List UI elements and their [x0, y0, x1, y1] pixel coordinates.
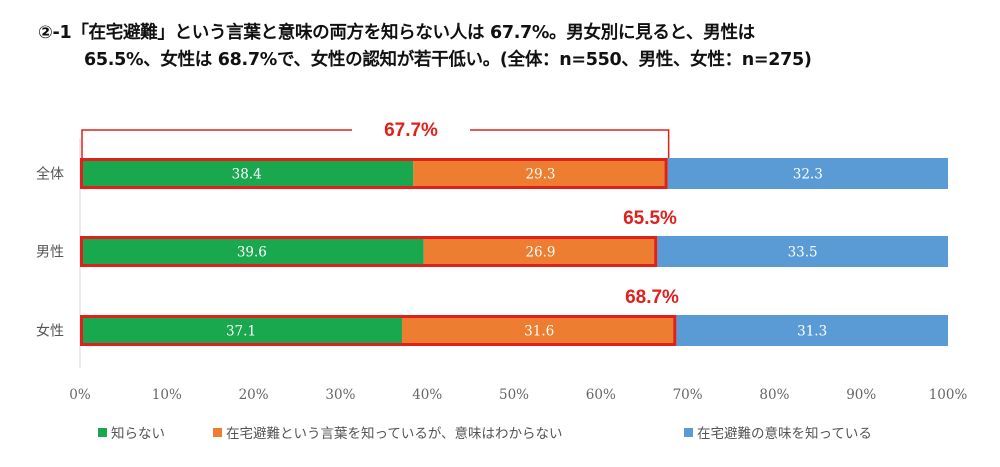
legend-swatch — [684, 428, 693, 437]
x-tick-label: 10% — [152, 387, 182, 403]
x-tick-label: 80% — [759, 387, 789, 403]
x-tick-label: 70% — [673, 387, 703, 403]
x-tick-label: 50% — [499, 387, 529, 403]
bar-segment — [676, 315, 948, 346]
bar-value-label: 31.6 — [524, 324, 554, 340]
bar-value-label: 26.9 — [525, 245, 555, 261]
legend-swatch — [213, 428, 222, 437]
x-tick-label: 90% — [846, 387, 876, 403]
highlight-box — [80, 158, 668, 189]
title-line-2: 65.5%、女性は 68.7%で、女性の認知が若干低い。(全体：n=550、男性… — [84, 50, 812, 70]
x-tick-label: 20% — [239, 387, 269, 403]
bar-segment — [657, 236, 948, 267]
bar-segment — [80, 158, 414, 189]
bar-value-label: 31.3 — [797, 324, 827, 340]
bar-value-label: 39.6 — [237, 245, 267, 261]
bar-value-label: 37.1 — [226, 324, 256, 340]
highlight-annotation: 65.5% — [623, 208, 677, 229]
category-label: 女性 — [36, 323, 64, 340]
bar-value-label: 38.4 — [232, 167, 262, 183]
legend-label: 在宅避難という言葉を知っているが、意味はわからない — [226, 425, 563, 442]
x-tick-label: 100% — [929, 387, 968, 403]
bar-segment — [667, 158, 948, 189]
legend-label: 在宅避難の意味を知っている — [697, 425, 872, 442]
title-line-1: ②-1「在宅避難」という言葉と意味の両方を知らない人は 67.7%。男女別に見る… — [38, 23, 755, 43]
category-label: 全体 — [36, 166, 64, 183]
bar-segment — [80, 315, 403, 346]
bracket-line — [81, 129, 352, 158]
bar-value-label: 32.3 — [793, 167, 823, 183]
bar-value-label: 33.5 — [788, 245, 818, 261]
highlight-box — [80, 315, 677, 346]
bar-value-label: 29.3 — [525, 167, 555, 183]
bar-segment — [423, 236, 658, 267]
bar-segment — [402, 315, 677, 346]
highlight-box — [80, 236, 658, 267]
x-tick-label: 30% — [325, 387, 355, 403]
highlight-annotation: 67.7% — [384, 120, 438, 141]
legend-swatch — [98, 428, 107, 437]
highlight-annotation: 68.7% — [625, 287, 679, 308]
chart-title: ②-1「在宅避難」という言葉と意味の両方を知らない人は 67.7%。男女別に見る… — [38, 20, 978, 74]
legend-label: 知らない — [111, 425, 165, 442]
bar-segment — [413, 158, 668, 189]
x-tick-label: 0% — [69, 387, 91, 403]
category-label: 男性 — [36, 245, 64, 261]
x-tick-label: 40% — [412, 387, 442, 403]
x-tick-label: 60% — [586, 387, 616, 403]
bar-segment — [80, 236, 424, 267]
bracket-line — [470, 129, 670, 158]
